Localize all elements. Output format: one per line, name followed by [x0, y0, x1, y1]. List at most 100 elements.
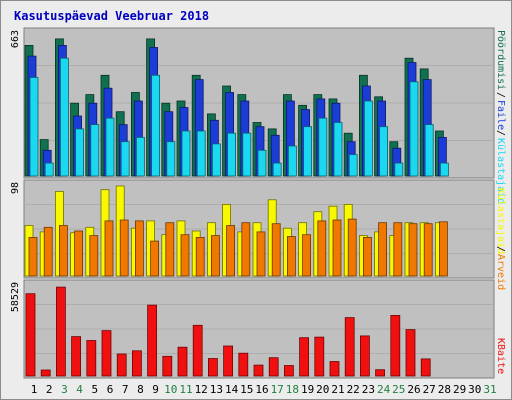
- panel-bottom: 58529: [10, 279, 495, 379]
- y-max-label: 98: [10, 182, 21, 194]
- bar-bottom-1-day-8: [131, 350, 142, 377]
- bar-bottom-1-day-19: [299, 337, 310, 377]
- day-labels: 1 2 3 4 5 6 7 8 9 10 11 12 13 14 15 16 17 18 19 20 21 22 23 24 2…: [31, 383, 497, 396]
- bar-bottom-1-day-7: [116, 353, 127, 377]
- day-label-1: 1: [31, 383, 38, 396]
- bar-middle-2-day-14: [226, 225, 236, 277]
- bar-top-3-day-3: [60, 57, 69, 177]
- bar-middle-2-day-11: [180, 234, 190, 277]
- day-label-15: 15: [240, 383, 253, 396]
- day-label-7: 7: [122, 383, 129, 396]
- bar-bottom-1-day-27: [420, 358, 431, 377]
- bar-top-3-day-10: [166, 141, 176, 177]
- bar-middle-2-day-23: [362, 236, 372, 277]
- day-label-29: 29: [453, 383, 466, 396]
- bar-middle-2-day-4: [74, 230, 83, 277]
- bar-bottom-1-day-10: [162, 355, 173, 377]
- bar-top-3-day-15: [242, 132, 252, 177]
- bar-middle-2-day-5: [89, 235, 99, 277]
- day-label-8: 8: [137, 383, 144, 396]
- bar-bottom-1-day-16: [253, 364, 264, 377]
- bar-top-3-day-5: [90, 124, 100, 177]
- bar-top-3-day-6: [105, 117, 115, 177]
- day-label-16: 16: [255, 383, 268, 396]
- bar-top-3-day-26: [409, 81, 419, 177]
- bar-middle-2-day-24: [378, 222, 388, 277]
- bar-bottom-1-day-17: [268, 357, 279, 377]
- day-label-30: 30: [468, 383, 481, 396]
- bar-top-3-day-20: [318, 117, 328, 177]
- legend-label-files: Faile: [495, 100, 506, 130]
- bar-middle-2-day-25: [393, 222, 403, 277]
- bar-middle-2-day-9: [150, 240, 160, 277]
- day-label-21: 21: [331, 383, 344, 396]
- day-label-20: 20: [316, 383, 329, 396]
- bar-bottom-1-day-11: [177, 346, 188, 377]
- day-label-26: 26: [407, 383, 420, 396]
- bar-middle-2-day-26: [408, 223, 418, 277]
- bar-bottom-1-day-22: [344, 317, 355, 377]
- bar-bottom-1-day-6: [101, 330, 112, 377]
- bar-top-3-day-2: [44, 162, 54, 177]
- bar-middle-2-day-2: [43, 226, 53, 277]
- bar-top-3-day-4: [75, 128, 84, 177]
- bar-top-3-day-22: [348, 154, 358, 177]
- bar-middle-2-day-21: [332, 219, 342, 277]
- day-label-10: 10: [164, 383, 177, 396]
- bar-top-3-day-17: [272, 162, 282, 177]
- bar-bottom-1-day-3: [56, 286, 66, 377]
- right-legend: Pöördumisi/Faile/KülastajaidKülastajaid/…: [495, 30, 506, 374]
- y-max-label: 663: [10, 30, 21, 48]
- bar-middle-2-day-13: [210, 235, 220, 277]
- day-label-3: 3: [61, 383, 68, 396]
- legend-label-hits: Pöördumisi: [495, 30, 506, 90]
- bar-bottom-1-day-23: [359, 335, 370, 377]
- bar-top-3-day-21: [333, 122, 343, 177]
- bar-middle-2-day-22: [347, 218, 357, 277]
- bar-middle-2-day-8: [134, 220, 144, 277]
- bar-bottom-1-day-24: [375, 369, 386, 377]
- bar-bottom-1-day-14: [223, 345, 234, 377]
- day-label-27: 27: [423, 383, 436, 396]
- bar-top-3-day-18: [287, 145, 297, 177]
- day-label-14: 14: [225, 383, 239, 396]
- day-label-24: 24: [377, 383, 391, 396]
- bar-top-3-day-23: [363, 100, 373, 177]
- bar-bottom-1-day-25: [390, 314, 401, 377]
- bar-middle-2-day-1: [28, 236, 38, 277]
- bar-bottom-1-day-4: [71, 336, 81, 377]
- bar-bottom-1-day-15: [238, 352, 249, 377]
- legend-separator: /: [495, 246, 506, 252]
- bar-top-3-day-14: [227, 132, 237, 177]
- bar-middle-2-day-15: [241, 222, 251, 277]
- panel-middle: 98: [10, 179, 495, 279]
- bar-bottom-1-day-13: [207, 358, 218, 377]
- bar-top-3-day-7: [120, 141, 130, 177]
- day-label-23: 23: [362, 383, 375, 396]
- chart-panels: 663 98 58529: [10, 27, 495, 379]
- bar-bottom-1-day-2: [40, 369, 51, 377]
- bar-top-3-day-12: [196, 130, 206, 177]
- day-label-18: 18: [286, 383, 299, 396]
- legend-label-sites: Arveid: [495, 254, 506, 290]
- bar-middle-2-day-20: [317, 220, 327, 277]
- day-label-17: 17: [271, 383, 284, 396]
- day-label-22: 22: [347, 383, 360, 396]
- bar-bottom-1-day-26: [405, 329, 416, 377]
- day-label-19: 19: [301, 383, 314, 396]
- bar-bottom-1-day-18: [283, 365, 294, 377]
- bar-top-3-day-11: [181, 130, 191, 177]
- day-label-28: 28: [438, 383, 451, 396]
- bar-middle-2-day-18: [286, 236, 296, 277]
- legend-separator: /: [495, 92, 506, 98]
- legend-label-visitors: Külastajaid: [495, 138, 506, 204]
- bar-top-3-day-25: [394, 162, 404, 177]
- legend-separator: /: [495, 130, 506, 136]
- bar-top-3-day-28: [439, 162, 449, 177]
- bar-top-3-day-13: [211, 143, 221, 177]
- panel-top: 663: [10, 27, 495, 179]
- bar-top-3-day-8: [135, 136, 145, 177]
- day-label-12: 12: [195, 383, 208, 396]
- bar-bottom-1-day-12: [192, 324, 203, 377]
